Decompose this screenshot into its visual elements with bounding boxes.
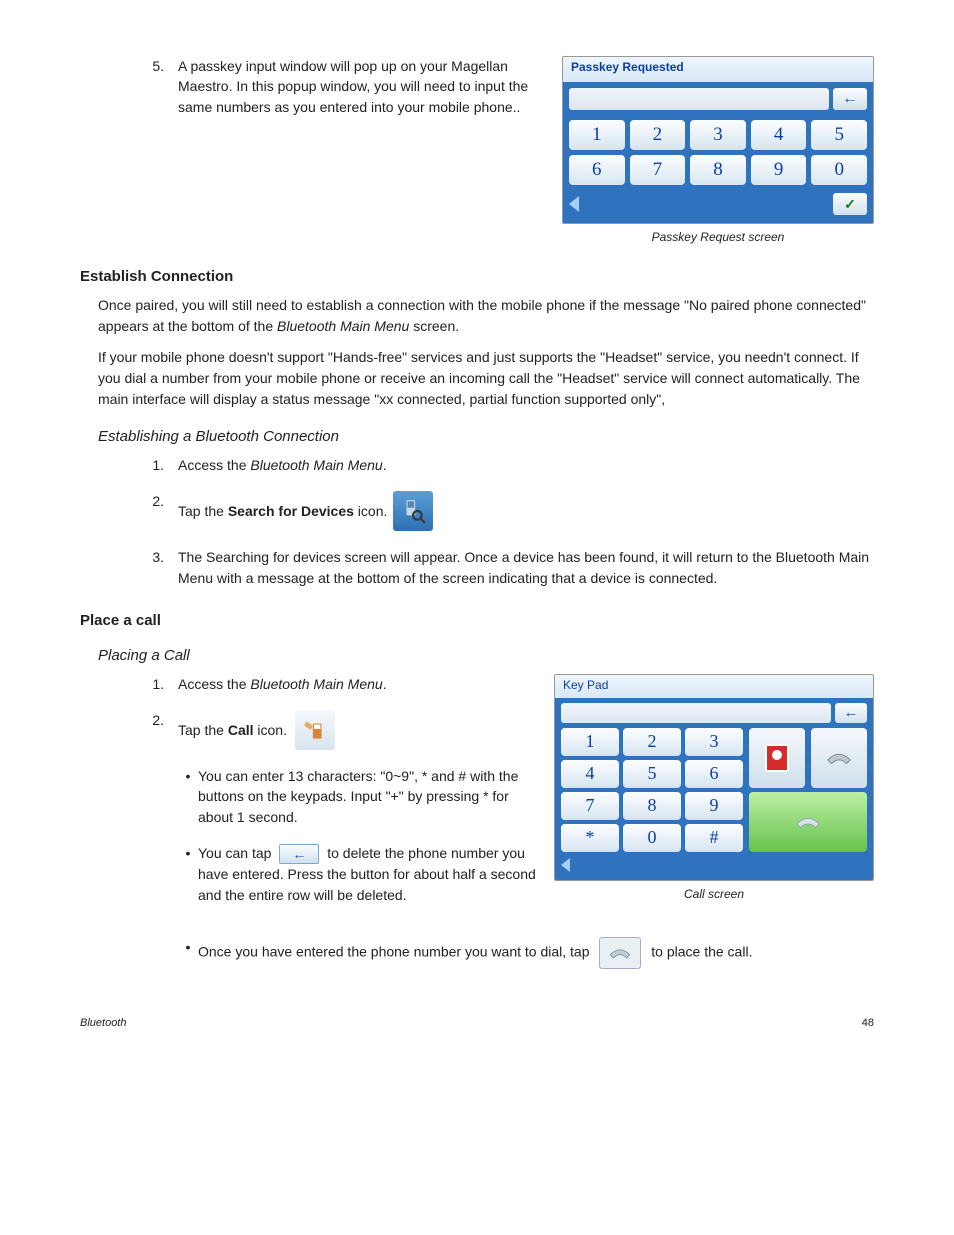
key-2[interactable]: 2 <box>630 120 686 150</box>
passkey-caption: Passkey Request screen <box>562 230 874 244</box>
step-5-num: 5. <box>136 56 178 117</box>
key-7[interactable]: 7 <box>630 155 686 185</box>
key-4[interactable]: 4 <box>751 120 807 150</box>
call-keypad: 1 2 3 4 5 6 7 8 9 * 0 # <box>561 728 743 852</box>
search-devices-icon[interactable] <box>393 491 433 531</box>
ck-hash[interactable]: # <box>685 824 743 852</box>
para-establish-2: If your mobile phone doesn't support "Ha… <box>98 347 874 410</box>
callshot-title: Key Pad <box>555 675 873 698</box>
call-prev-icon[interactable] <box>561 858 570 872</box>
dial-button[interactable] <box>749 792 867 852</box>
ck-0[interactable]: 0 <box>623 824 681 852</box>
bt-step-1: 1. Access the Bluetooth Main Menu. <box>136 455 874 475</box>
heading-place-a-call: Place a call <box>80 612 874 629</box>
passkey-ok[interactable]: ✓ <box>833 193 867 215</box>
passkey-input[interactable] <box>569 88 829 110</box>
call-caption: Call screen <box>554 887 874 901</box>
key-6[interactable]: 6 <box>569 155 625 185</box>
ck-star[interactable]: * <box>561 824 619 852</box>
heading-placing-a-call: Placing a Call <box>98 647 874 664</box>
step5-row: 5. A passkey input window will pop up on… <box>80 56 874 244</box>
recent-calls-button[interactable] <box>811 728 867 788</box>
passkey-keypad: 1 2 3 4 5 6 7 8 9 0 <box>569 120 867 185</box>
bt-step-2: 2. Tap the Search for Devices icon. <box>136 491 874 531</box>
ck-5[interactable]: 5 <box>623 760 681 788</box>
heading-establish-connection: Establish Connection <box>80 268 874 285</box>
call-number-input[interactable] <box>561 703 831 723</box>
bt-step-3: 3. The Searching for devices screen will… <box>136 547 874 588</box>
ck-9[interactable]: 9 <box>685 792 743 820</box>
key-0[interactable]: 0 <box>811 155 867 185</box>
ck-7[interactable]: 7 <box>561 792 619 820</box>
passkey-figure: Passkey Requested ← 1 2 3 4 5 6 7 8 9 0 <box>562 56 874 244</box>
passkey-backspace[interactable]: ← <box>833 88 867 110</box>
footer-section: Bluetooth <box>80 1017 126 1029</box>
key-3[interactable]: 3 <box>690 120 746 150</box>
passkey-prev-icon[interactable] <box>569 196 579 212</box>
heading-bt-connection: Establishing a Bluetooth Connection <box>98 428 874 445</box>
bullet-chars: You can enter 13 characters: "0~9", * an… <box>178 766 536 827</box>
ck-8[interactable]: 8 <box>623 792 681 820</box>
inline-backspace-icon[interactable]: ← <box>279 844 319 864</box>
footer-page: 48 <box>862 1017 874 1029</box>
call-backspace[interactable]: ← <box>835 703 867 723</box>
inline-dial-icon[interactable] <box>599 937 641 969</box>
key-8[interactable]: 8 <box>690 155 746 185</box>
step-5: 5. A passkey input window will pop up on… <box>136 56 546 117</box>
call-step-1: 1. Access the Bluetooth Main Menu. <box>136 674 554 694</box>
call-icon[interactable] <box>295 710 335 750</box>
key-9[interactable]: 9 <box>751 155 807 185</box>
bullet-dial: Once you have entered the phone number y… <box>178 937 874 969</box>
ck-6[interactable]: 6 <box>685 760 743 788</box>
para-establish-1: Once paired, you will still need to esta… <box>98 295 874 337</box>
step-5-text: A passkey input window will pop up on yo… <box>178 56 546 117</box>
bullet-delete: You can tap ← to delete the phone number… <box>178 843 536 905</box>
call-step-2: 2. Tap the Call icon. <box>136 710 554 750</box>
contacts-button[interactable] <box>749 728 805 788</box>
key-1[interactable]: 1 <box>569 120 625 150</box>
ck-1[interactable]: 1 <box>561 728 619 756</box>
ck-2[interactable]: 2 <box>623 728 681 756</box>
passkey-screenshot: Passkey Requested ← 1 2 3 4 5 6 7 8 9 0 <box>562 56 874 224</box>
call-figure: Key Pad ← 1 2 3 4 5 6 7 8 <box>554 674 874 901</box>
ck-3[interactable]: 3 <box>685 728 743 756</box>
contacts-icon <box>765 744 789 772</box>
key-5[interactable]: 5 <box>811 120 867 150</box>
ck-4[interactable]: 4 <box>561 760 619 788</box>
passkey-title: Passkey Requested <box>563 57 873 82</box>
call-screenshot: Key Pad ← 1 2 3 4 5 6 7 8 <box>554 674 874 881</box>
page-footer: Bluetooth 48 <box>80 1017 874 1029</box>
